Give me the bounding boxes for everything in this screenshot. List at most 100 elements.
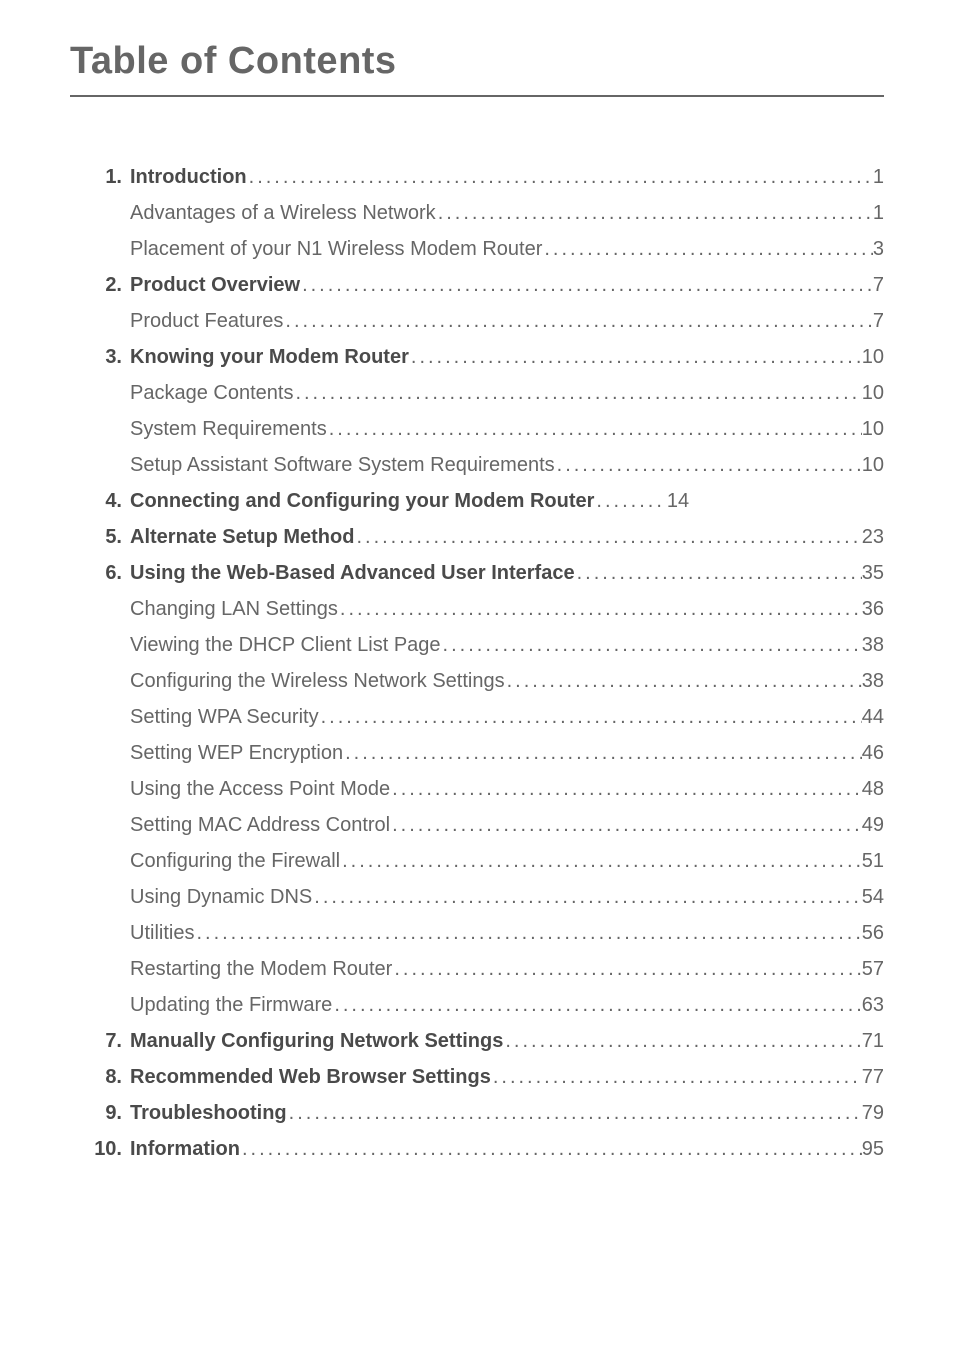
toc-leader: ........................................… [287,1103,862,1123]
toc-row: Using the Access Point Mode.............… [70,779,884,799]
toc-row: 3.Knowing your Modem Router.............… [70,347,884,367]
toc-page: 44 [862,707,884,727]
toc-label: Connecting and Configuring your Modem Ro… [130,491,594,511]
toc-row: 2.Product Overview......................… [70,275,884,295]
toc-label: Utilities [130,923,194,943]
toc-leader: ........................................… [542,239,873,259]
toc-row: Setting MAC Address Control.............… [70,815,884,835]
toc-row: 8.Recommended Web Browser Settings......… [70,1067,884,1087]
toc-leader: ........................................… [240,1139,862,1159]
toc-page: 7 [873,275,884,295]
toc-page: 14 [667,491,689,511]
toc-label: Alternate Setup Method [130,527,354,547]
toc-page: 1 [873,167,884,187]
toc-leader: ........................................… [436,203,873,223]
toc-page: 35 [862,563,884,583]
toc-label: Setting WEP Encryption [130,743,343,763]
toc-leader: ........................................… [392,959,861,979]
toc-label: Changing LAN Settings [130,599,338,619]
toc-label: Viewing the DHCP Client List Page [130,635,441,655]
toc-label: Using the Web-Based Advanced User Interf… [130,563,575,583]
toc-label: Updating the Firmware [130,995,332,1015]
toc-row: Viewing the DHCP Client List Page.......… [70,635,884,655]
toc-label: Using Dynamic DNS [130,887,312,907]
toc-leader: ........................................… [409,347,862,367]
toc-leader: ........................................… [312,887,861,907]
toc-row: Changing LAN Settings...................… [70,599,884,619]
toc-number: 5. [70,527,130,547]
toc-label: Manually Configuring Network Settings [130,1031,503,1051]
toc-label: Package Contents [130,383,293,403]
toc-row: Advantages of a Wireless Network........… [70,203,884,223]
toc-row: Setting WEP Encryption..................… [70,743,884,763]
toc-leader: ........................................… [491,1067,862,1087]
toc-row: 7.Manually Configuring Network Settings.… [70,1031,884,1051]
toc-page: 51 [862,851,884,871]
toc-leader: ........................................… [283,311,872,331]
toc-row: Setting WPA Security....................… [70,707,884,727]
toc-row: Product Features........................… [70,311,884,331]
toc-number: 2. [70,275,130,295]
page-title: Table of Contents [70,40,884,97]
toc-row: Placement of your N1 Wireless Modem Rout… [70,239,884,259]
toc-page: 10 [862,419,884,439]
toc-page: 36 [862,599,884,619]
toc-label: Knowing your Modem Router [130,347,409,367]
toc-leader: ........ [594,491,666,511]
toc-number: 3. [70,347,130,367]
toc-label: Configuring the Wireless Network Setting… [130,671,505,691]
toc-label: Setup Assistant Software System Requirem… [130,455,555,475]
toc-row: 5.Alternate Setup Method................… [70,527,884,547]
toc-page: 10 [862,347,884,367]
toc-label: Information [130,1139,240,1159]
toc-page: 48 [862,779,884,799]
toc-page: 10 [862,455,884,475]
toc-page: 46 [862,743,884,763]
toc-row: 6.Using the Web-Based Advanced User Inte… [70,563,884,583]
toc-label: Product Overview [130,275,300,295]
toc-leader: ........................................… [293,383,861,403]
toc-leader: ........................................… [555,455,862,475]
toc-row: Restarting the Modem Router.............… [70,959,884,979]
toc-label: Configuring the Firewall [130,851,340,871]
toc-leader: ........................................… [343,743,862,763]
toc-page: 54 [862,887,884,907]
toc-leader: ........................................… [575,563,862,583]
toc-row: Updating the Firmware...................… [70,995,884,1015]
toc-label: Introduction [130,167,247,187]
toc-row: Utilities...............................… [70,923,884,943]
toc-page: 57 [862,959,884,979]
toc-label: Setting MAC Address Control [130,815,390,835]
toc-row: Package Contents........................… [70,383,884,403]
toc-label: Restarting the Modem Router [130,959,392,979]
toc-page: 56 [862,923,884,943]
toc-label: Placement of your N1 Wireless Modem Rout… [130,239,542,259]
toc-number: 10. [70,1139,130,1159]
toc-label: Product Features [130,311,283,331]
toc-page: 95 [862,1139,884,1159]
toc-page: 71 [862,1031,884,1051]
toc-number: 9. [70,1103,130,1123]
toc-row: System Requirements.....................… [70,419,884,439]
toc-row: 1.Introduction..........................… [70,167,884,187]
toc-leader: ........................................… [390,815,862,835]
toc-row: Configuring the Wireless Network Setting… [70,671,884,691]
toc-page: 77 [862,1067,884,1087]
toc-leader: ........................................… [390,779,862,799]
toc-label: Advantages of a Wireless Network [130,203,436,223]
toc-page: 1 [873,203,884,223]
toc-page: 79 [862,1103,884,1123]
toc-page: 10 [862,383,884,403]
toc-leader: ........................................… [505,671,862,691]
toc-label: Setting WPA Security [130,707,319,727]
table-of-contents: 1.Introduction..........................… [70,167,884,1159]
toc-page: 38 [862,635,884,655]
toc-page: 49 [862,815,884,835]
toc-leader: ........................................… [340,851,862,871]
toc-leader: ........................................… [300,275,873,295]
toc-number: 8. [70,1067,130,1087]
toc-row: Using Dynamic DNS.......................… [70,887,884,907]
toc-leader: ........................................… [247,167,873,187]
toc-number: 4. [70,491,130,511]
toc-page: 7 [873,311,884,331]
